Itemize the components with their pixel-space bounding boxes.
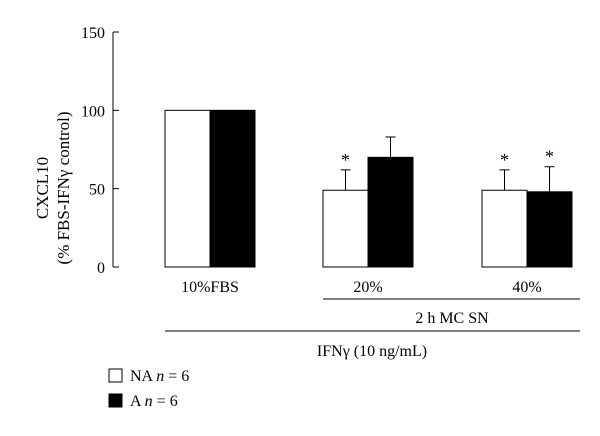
x-category-label: 40% — [512, 279, 541, 296]
x-category-label: 10%FBS — [181, 279, 239, 296]
bar-a — [209, 109, 256, 268]
bars: * * * — [164, 109, 573, 268]
y-tick-label: 50 — [89, 182, 105, 199]
ifn-label: IFNγ (10 ng/mL) — [317, 343, 427, 360]
bar-na — [481, 189, 528, 268]
legend-swatch-a — [108, 393, 123, 408]
bar-na — [164, 109, 211, 268]
y-tick-label: 0 — [97, 260, 105, 277]
y-tick-label: 150 — [81, 25, 105, 42]
legend: NA n = 6 A n = 6 — [108, 368, 189, 410]
bar-na — [322, 189, 369, 268]
mc-sn-label: 2 h MC SN — [415, 310, 489, 327]
significance-asterisk: * — [545, 147, 554, 167]
legend-label-a: A n = 6 — [130, 393, 178, 410]
y-axis-title-line2: (% FBS-IFNγ control) — [54, 112, 73, 265]
bar-a — [367, 156, 414, 268]
bar-a — [526, 191, 573, 268]
x-labels: 10%FBS 20% 40% — [181, 279, 542, 296]
x-category-label: 20% — [353, 279, 382, 296]
y-tick-label: 100 — [81, 103, 105, 120]
legend-swatch-na — [108, 368, 123, 383]
significance-asterisk: * — [341, 150, 350, 170]
significance-asterisk: * — [500, 150, 509, 170]
group-brackets: 2 h MC SN IFNγ (10 ng/mL) — [165, 298, 580, 360]
y-axis: 0 50 100 150 — [81, 25, 119, 277]
y-axis-title-line1: CXCL10 — [33, 157, 52, 219]
legend-label-na: NA n = 6 — [130, 368, 189, 385]
